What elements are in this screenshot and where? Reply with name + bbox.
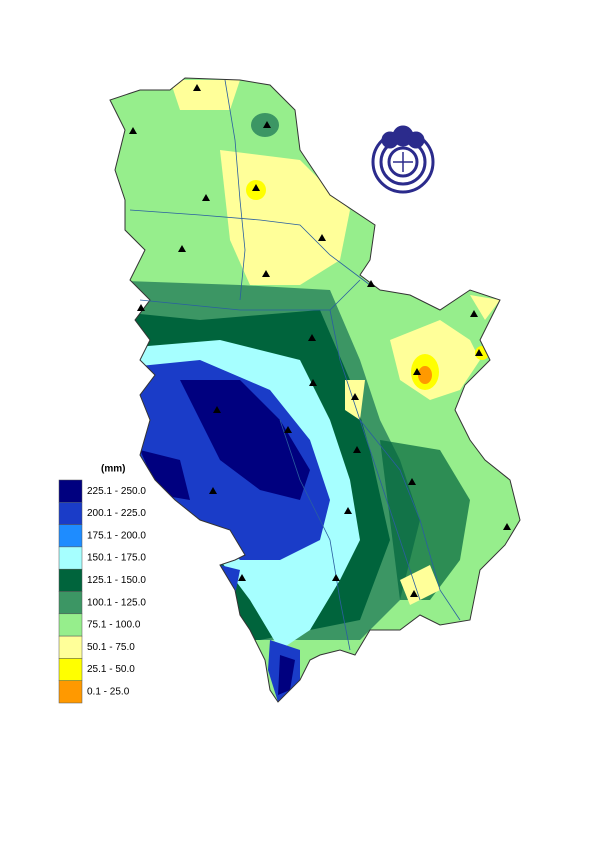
legend-swatch [58,568,83,592]
legend-label: 200.1 - 225.0 [87,508,146,519]
legend-swatch [58,658,83,681]
legend-swatch [58,680,83,704]
legend-label: 150.1 - 175.0 [87,553,146,564]
legend-label: 0.1 - 25.0 [87,686,130,697]
legend-label: 50.1 - 75.0 [87,642,135,653]
legend-swatch [58,524,83,548]
legend-label: 225.1 - 250.0 [87,486,146,497]
legend-swatch [58,546,83,570]
legend-label: 25.1 - 50.0 [87,664,135,675]
stations [129,84,511,597]
legend-swatch [58,613,83,637]
legend-swatch [58,635,83,659]
legend-title: (mm) [101,464,125,475]
rainfall-map [110,78,520,702]
legend-swatch [58,479,83,503]
legend-label: 125.1 - 150.0 [87,575,146,586]
legend-swatch [58,591,83,615]
logo [371,125,435,194]
legend-swatch [58,502,83,525]
legend-label: 75.1 - 100.0 [87,620,141,631]
legend-label: 175.1 - 200.0 [87,530,146,541]
legend: (mm) 225.1 - 250.0 200.1 - 225.0 175.1 - 2… [58,464,146,704]
rivers [129,79,461,651]
legend-label: 100.1 - 125.0 [87,597,146,608]
